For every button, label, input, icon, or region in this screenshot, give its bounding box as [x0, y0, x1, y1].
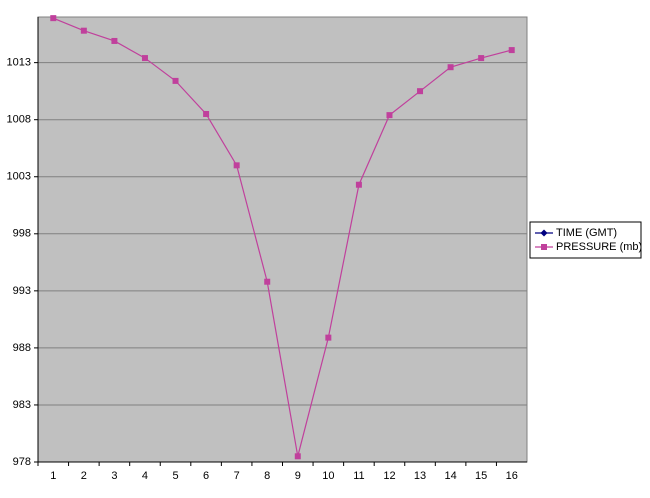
- x-tick-label: 16: [506, 470, 518, 482]
- x-tick-label: 10: [322, 470, 334, 482]
- y-tick-label: 1008: [7, 114, 31, 126]
- y-tick-label: 983: [13, 399, 31, 411]
- series-line: [53, 17, 512, 457]
- legend: [529, 221, 642, 259]
- marker: [447, 64, 454, 71]
- marker: [50, 15, 57, 22]
- marker: [203, 110, 210, 117]
- x-tick-label: 9: [295, 470, 301, 482]
- x-tick-label: 6: [203, 470, 209, 482]
- x-tick-label: 8: [264, 470, 270, 482]
- y-tick-label: 988: [13, 342, 31, 354]
- x-tick-label: 3: [111, 470, 117, 482]
- legend-label: PRESSURE (mb): [556, 241, 642, 253]
- marker: [386, 112, 393, 119]
- y-tick-label: 1003: [7, 171, 31, 183]
- marker: [478, 55, 485, 62]
- plot-area: [37, 16, 528, 463]
- marker: [508, 47, 515, 54]
- x-tick-label: 15: [475, 470, 487, 482]
- x-tick-label: 1: [50, 470, 56, 482]
- marker: [541, 244, 547, 250]
- legend-label: TIME (GMT): [556, 227, 617, 239]
- x-tick-label: 12: [383, 470, 395, 482]
- x-tick-label: 13: [414, 470, 426, 482]
- marker: [294, 453, 301, 460]
- marker: [172, 77, 179, 84]
- marker: [141, 55, 148, 62]
- y-tick-label: 998: [13, 228, 31, 240]
- y-tick-label: 993: [13, 285, 31, 297]
- x-tick-label: 5: [172, 470, 178, 482]
- x-tick-label: 2: [81, 470, 87, 482]
- x-tick-label: 7: [234, 470, 240, 482]
- marker: [540, 229, 548, 237]
- marker: [355, 181, 362, 188]
- x-tick-label: 14: [444, 470, 456, 482]
- marker: [417, 88, 424, 95]
- y-tick-label: 1013: [7, 57, 31, 69]
- marker: [325, 334, 332, 341]
- x-tick-label: 11: [353, 470, 364, 482]
- marker: [264, 278, 271, 285]
- marker: [111, 37, 118, 44]
- marker: [80, 27, 87, 34]
- marker: [233, 162, 240, 169]
- x-tick-label: 4: [142, 470, 148, 482]
- y-tick-label: 978: [13, 456, 31, 468]
